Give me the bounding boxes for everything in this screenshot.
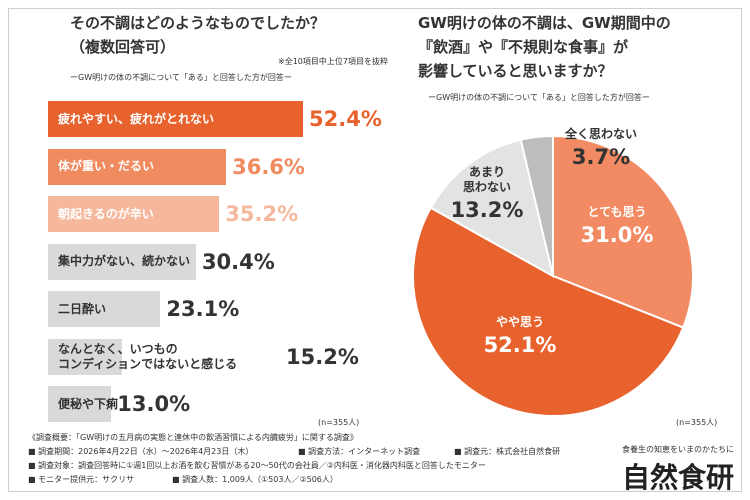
right-chart-title-line1: GW明けの体の不調は、GW期間中の bbox=[418, 14, 671, 32]
bar-row: 便秘や下痢 13.0% bbox=[48, 386, 688, 422]
pie-slice-value: 13.2% bbox=[451, 198, 524, 222]
left-chart-title: その不調はどのようなものでしたか？ bbox=[70, 14, 326, 32]
bar-value-label: 36.6% bbox=[232, 154, 305, 179]
pie-slice-value: 31.0% bbox=[581, 223, 654, 247]
bar bbox=[48, 386, 112, 422]
bar-label: 便秘や下痢 bbox=[58, 386, 118, 422]
bar-row: 集中力がない、続かない 30.4% bbox=[48, 243, 688, 280]
left-chart-title-sub: （複数回答可） bbox=[70, 38, 176, 56]
brand-tagline: 食養生の知恵をいまのかたちに bbox=[622, 445, 734, 454]
infographic-frame bbox=[8, 8, 742, 492]
bar-label: 疲れやすい、疲れがとれない bbox=[58, 101, 214, 137]
bar-label: 朝起きるのが辛い bbox=[58, 196, 154, 232]
left-sample-size: (n=355人) bbox=[318, 418, 360, 427]
pie-slice-label: やや思う bbox=[496, 315, 544, 329]
bar-value-label: 30.4% bbox=[201, 249, 275, 274]
bar-row: 疲れやすい、疲れがとれない 52.4% bbox=[48, 101, 688, 137]
pie-slice bbox=[519, 134, 554, 277]
bar-label-line: 集中力がない、続かない bbox=[58, 254, 191, 268]
bar-label-line: なんとなく、いつもの bbox=[58, 341, 178, 356]
bar-label-line: 疲れやすい、疲れがとれない bbox=[58, 111, 215, 126]
pie-slice-value: 3.7% bbox=[572, 145, 630, 169]
bar bbox=[48, 101, 303, 137]
bar-label: 集中力がない、続かない bbox=[58, 244, 190, 280]
footer-target: ■ 調査対象：調査回答時に①週1回以上お酒を飲む習慣がある20～50代の会社員／… bbox=[28, 461, 486, 470]
bar-row: 二日酔い 23.1% bbox=[48, 291, 688, 327]
pie-slice-label: 思わない bbox=[463, 180, 511, 194]
bar-row: 朝起きるのが辛い 35.2% bbox=[48, 196, 688, 232]
bar-label-line: 二日酔い bbox=[58, 301, 107, 316]
brand-logo: 自然食研 bbox=[622, 461, 735, 494]
right-chart-title-line3: 影響していると思いますか？ bbox=[418, 62, 613, 80]
left-chart-subtitle: ーGW明けの体の不調について「ある」と回答した方が回答ー bbox=[70, 73, 292, 82]
bar-value-label: 13.0% bbox=[117, 392, 191, 416]
pie-slice bbox=[552, 134, 694, 329]
bar-row: 体が重い・だるい 36.6% bbox=[48, 148, 688, 185]
left-chart-note: ※全10項目中上位7項目を抜粋 bbox=[278, 57, 388, 66]
pie-slice-value: 52.1% bbox=[484, 333, 557, 357]
bar-value-label: 23.1% bbox=[166, 297, 240, 321]
footer-count: ■ 調査人数：1,009人（①503人／②506人） bbox=[172, 475, 338, 484]
bar-label-line: 体が重い・だるい bbox=[58, 159, 155, 173]
bar bbox=[48, 148, 227, 185]
footer-source: ■ 調査元：株式会社自然食研 bbox=[454, 447, 561, 456]
pie-slice bbox=[412, 206, 685, 417]
bar-label: 体が重い・だるい bbox=[58, 149, 154, 185]
bar-label-line: コンディションではないと感じる bbox=[58, 356, 238, 371]
pie-slice-label: とても思う bbox=[587, 205, 646, 219]
right-sample-size: (n=355人) bbox=[676, 418, 718, 427]
footer-provider: ■ モニター提供元：サクリサ bbox=[28, 475, 135, 484]
bar bbox=[48, 338, 122, 375]
footer-period: ■ 調査期間：2026年4月22日（水）～2026年4月23日（木） bbox=[28, 447, 254, 456]
bar bbox=[48, 291, 161, 327]
bar-value-label: 35.2% bbox=[225, 202, 299, 226]
bar bbox=[48, 243, 196, 280]
bar-label-line: 便秘や下痢 bbox=[58, 396, 119, 411]
footer-method: ■ 調査方法：インターネット調査 bbox=[298, 447, 421, 456]
pie-slice bbox=[429, 138, 555, 278]
bar bbox=[48, 196, 220, 232]
bar-label-line: 朝起きるのが辛い bbox=[58, 206, 154, 221]
bar-label: なんとなく、いつもの コンディションではないと感じる bbox=[58, 339, 237, 375]
bar-value-label: 52.4% bbox=[309, 107, 382, 131]
pie-slice-label: あまり bbox=[469, 165, 505, 179]
bar-value-label: 15.2% bbox=[286, 344, 359, 369]
right-chart-subtitle: ーGW明けの体の不調について「ある」と回答した方が回答ー bbox=[428, 93, 650, 102]
pie-slice-label: 全く思わない bbox=[564, 126, 637, 141]
footer-survey-overview: 《調査概要：「GW明けの五月病の実態と連休中の飲酒習慣による内臓疲労」に関する調… bbox=[28, 433, 358, 442]
bar-row: なんとなく、いつもの コンディションではないと感じる 15.2% bbox=[48, 338, 688, 375]
right-chart-title-line2: 『飲酒』や『不規則な食事』が bbox=[418, 38, 629, 56]
bar-label: 二日酔い bbox=[58, 291, 106, 327]
